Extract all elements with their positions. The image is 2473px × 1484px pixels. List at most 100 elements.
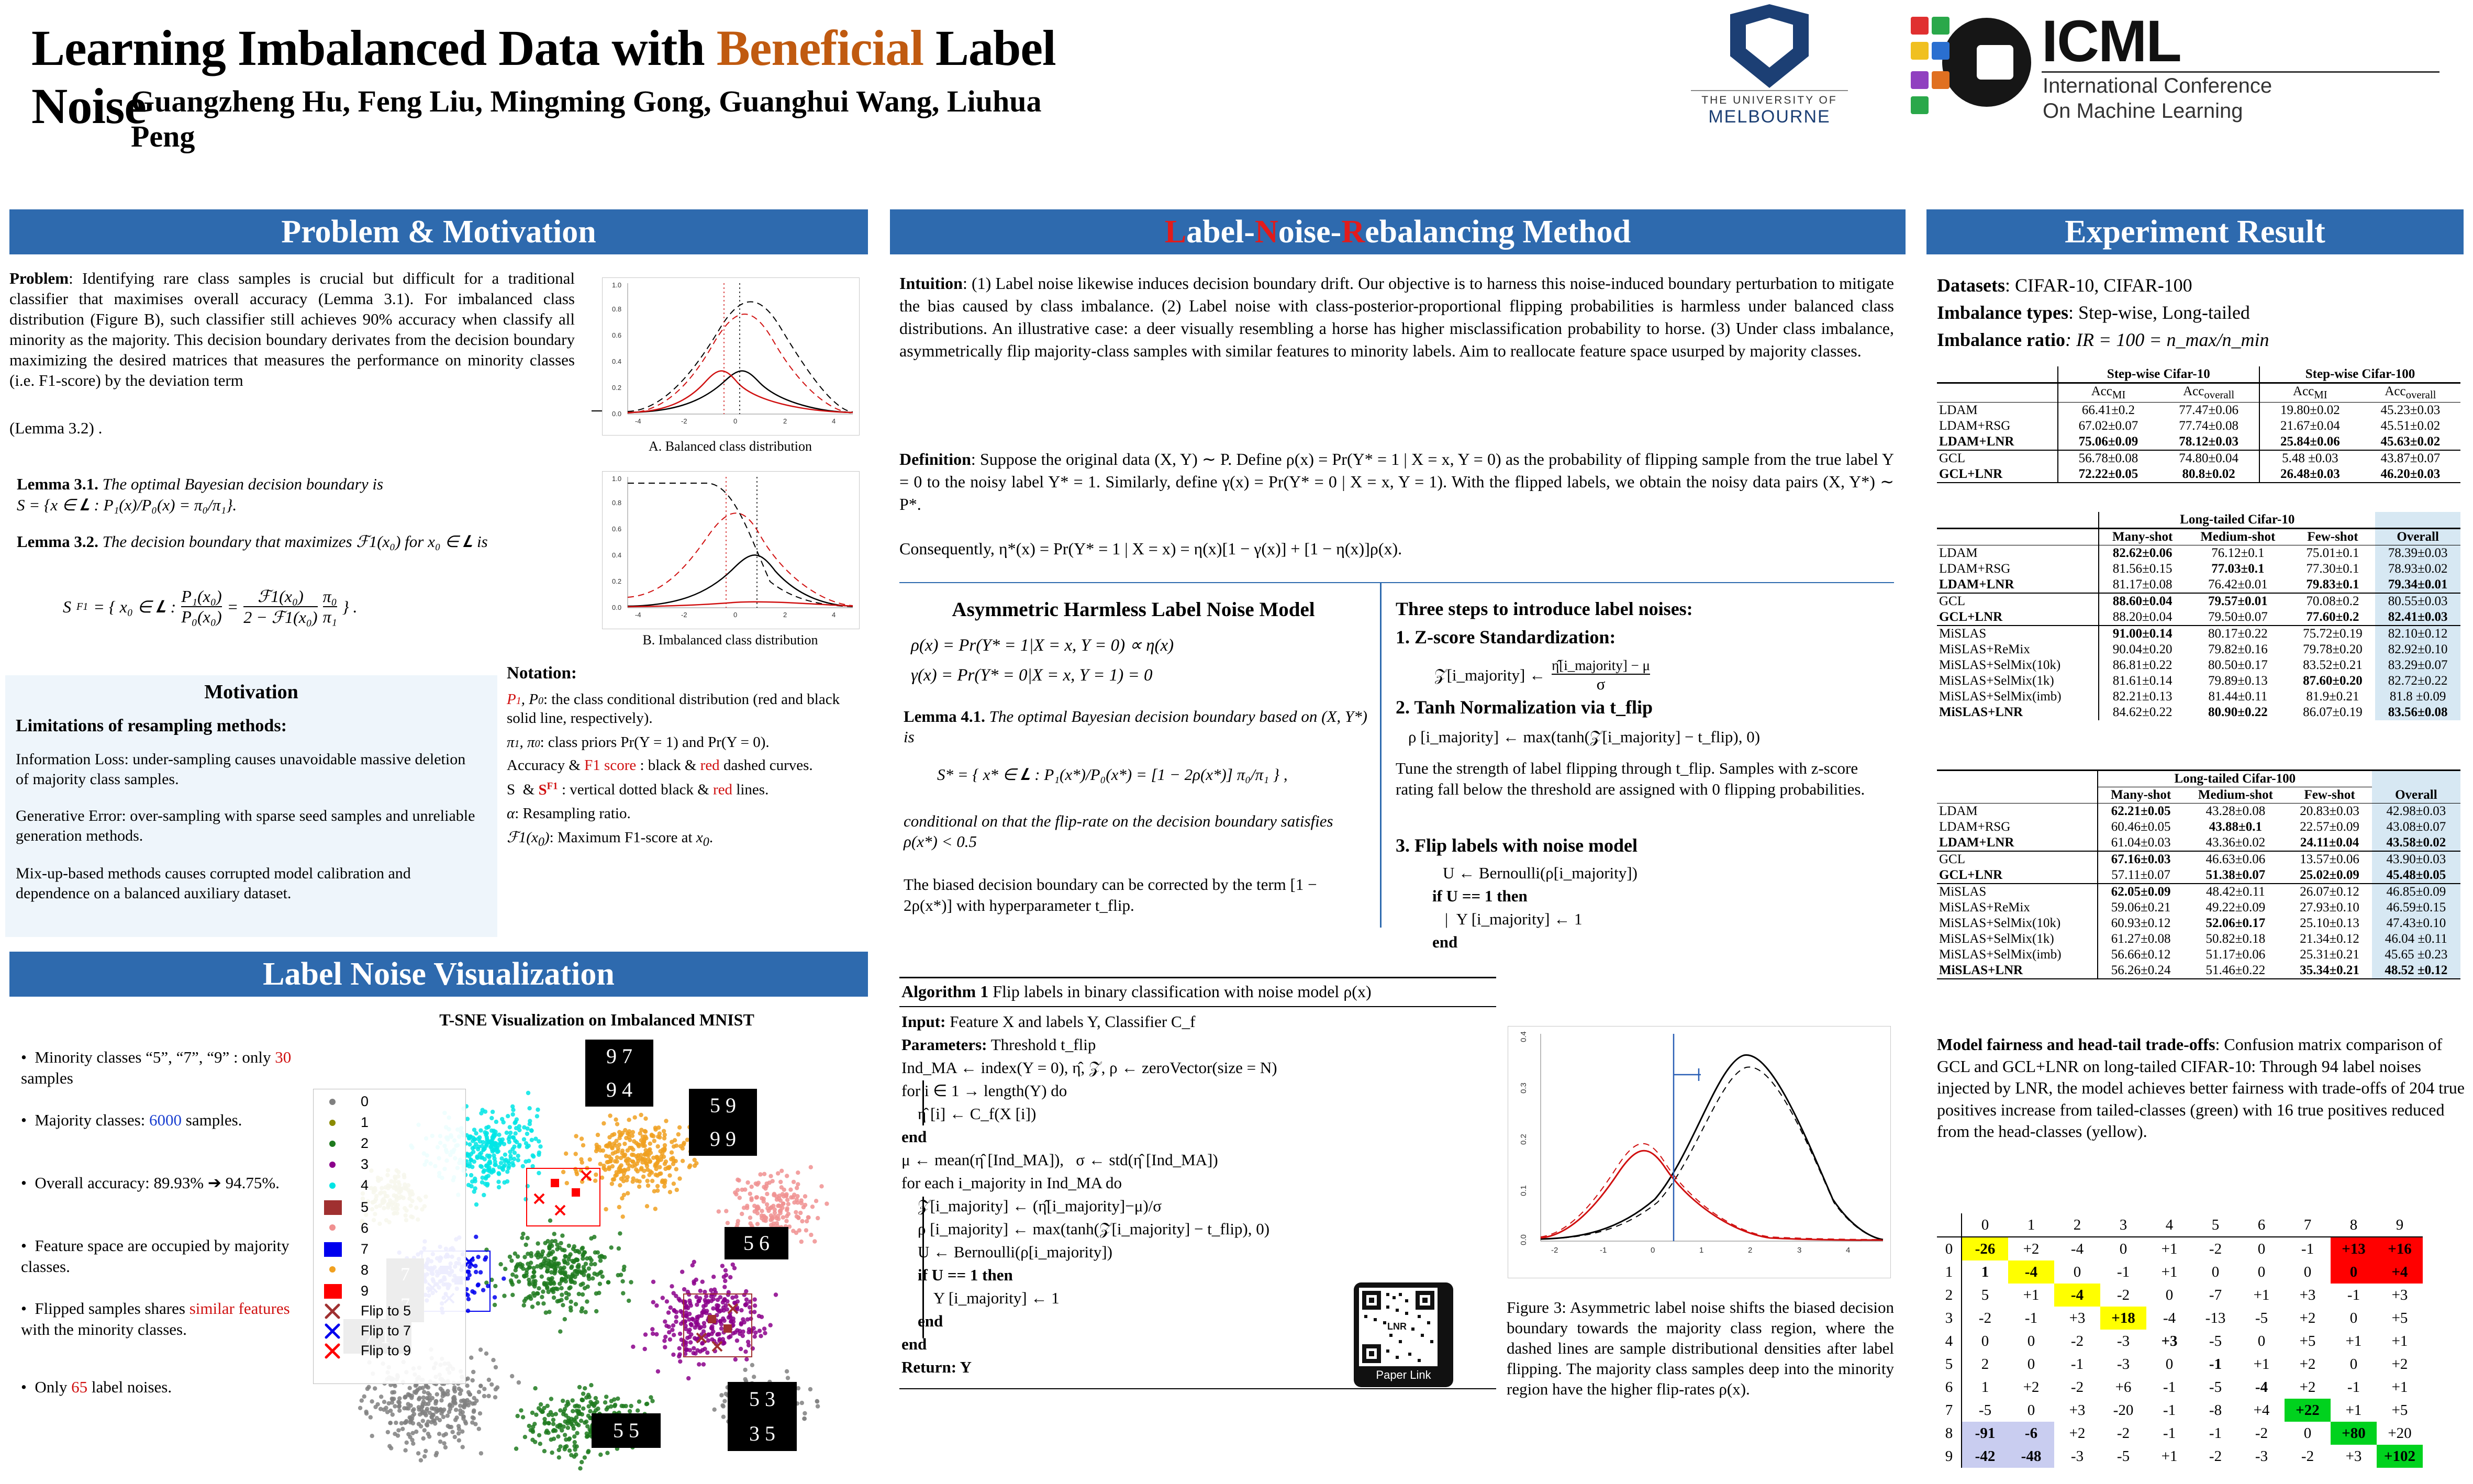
svg-text:0.4: 0.4 [612, 358, 621, 365]
col-many-shot-1: Many-shot [2098, 528, 2186, 545]
qr-code-image: LNR [1359, 1288, 1438, 1366]
confusion-matrix-row: 5 2 0 -1 -3 0 -1 +1 +2 0 +2 [1937, 1353, 2423, 1376]
qr-caption: Paper Link [1376, 1368, 1431, 1381]
tsne-chart-title: T-SNE Visualization on Imbalanced MNIST [439, 1010, 754, 1029]
table-row: GCL 56.78±0.08 74.80±0.04 5.48 ±0.03 43.87±0… [1937, 450, 2460, 466]
boundary-correction-note: The biased decision boundary can be corr… [904, 875, 1317, 915]
table-row: GCL+LNR 57.11±0.07 51.38±0.07 25.02±0.09 45.… [1937, 867, 2460, 884]
eq-mid: = { x₀ ∈ 𝑳 : [93, 597, 176, 616]
group-header-longtailed-cifar100: Long-tailed Cifar-100 [2097, 769, 2372, 787]
intuition-paragraph: Intuition: (1) Label noise likewise indu… [899, 272, 1894, 362]
figure-b-imbalanced-distribution: 0.0 0.2 0.4 0.6 0.8 1.0 -4 -2 0 2 4 [602, 471, 860, 629]
legend-label: 9 [361, 1283, 369, 1299]
algorithm-line-9: U ← Bernoulli(ρ[i_majority]) [901, 1243, 1112, 1261]
problem-label: Problem [9, 269, 69, 287]
paper-link-qr[interactable]: LNR Paper Link [1354, 1282, 1453, 1387]
step-1-lhs: 𝒵[i_majority] ← [1434, 666, 1546, 684]
step-3-line-1: U ← Bernoulli(ρ[i_majority]) [1443, 864, 1637, 882]
svg-text:0.2: 0.2 [612, 384, 621, 392]
notation-item-6: ℱ1(x0): Maximum F1-score at x0. [507, 829, 714, 849]
mnist-thumbnail: 9 7 [585, 1040, 653, 1073]
mnist-thumbnail: 9 9 [689, 1122, 757, 1156]
eq-frac1-num: P₁(x₀) [181, 587, 222, 606]
table-row: MiSLAS+LNR 56.26±0.24 51.46±0.22 35.34±0.21… [1937, 963, 2460, 979]
step-1-title: 1. Z-score Standardization: [1396, 627, 1616, 648]
step-2-equation: ρ [i_majority] ← max(tanh(𝒵[i_majority] … [1408, 728, 1761, 746]
title-part-2: Label Noise [31, 20, 1056, 134]
table-row: MiSLAS+SelMix(1k) 61.27±0.08 50.82±0.18 21.… [1937, 931, 2460, 947]
confusion-matrix: 0 1 2 3 4 5 6 7 8 9 0 -26 +2 -4 0 +1 -2 0 -1 +13 +… [1937, 1213, 2423, 1468]
section-header-visualization: Label Noise Visualization [9, 952, 868, 997]
svg-text:0: 0 [733, 611, 737, 619]
table-row: MiSLAS+ReMix 90.04±0.20 79.82±0.16 79.78±0.… [1937, 642, 2460, 657]
svg-text:0.8: 0.8 [612, 499, 621, 507]
table-row: LDAM+LNR 75.06±0.09 78.12±0.03 25.84±0.06 45… [1937, 434, 2460, 450]
viz-bullet-4: • Feature space are occupied by majority… [21, 1236, 289, 1276]
table-row: LDAM 66.41±0.2 77.47±0.06 19.80±0.02 45.23±0… [1937, 402, 2460, 418]
cm-col-header: 4 [2146, 1213, 2192, 1237]
algorithm-rule-mid [899, 1006, 1496, 1007]
fairness-title: Model fairness and head-tail trade-offs [1937, 1035, 2215, 1054]
table-longtailed-cifar10: Long-tailed Cifar-10 Many-shot Medium-sh… [1937, 512, 2460, 720]
three-steps-title: Three steps to introduce label noises: [1396, 598, 1693, 619]
eq-S-sup: F1 [76, 600, 88, 612]
confusion-matrix-row: 6 1 +2 -2 +6 -1 -5 -4 +2 -1 +1 [1937, 1376, 2423, 1399]
eq-frac2-num: ℱ1(x₀) [257, 587, 304, 606]
svg-text:0.0: 0.0 [1519, 1234, 1528, 1245]
svg-text:0.8: 0.8 [612, 305, 621, 313]
col-overall-1: Overall [2375, 528, 2460, 545]
resampling-limitations-title: Limitations of resampling methods: [16, 716, 287, 735]
legend-label: 4 [361, 1177, 369, 1193]
table-row-sub-header: AccMI Accoverall AccMI Accoverall [1937, 382, 2460, 403]
confusion-matrix-row: 1 1 -4 0 -1 +1 0 0 0 0 +4 [1937, 1260, 2423, 1284]
tsne-legend: 0 1 2 3 4 5 6 7 8 9 Flip to 5 Flip to 7 … [313, 1089, 466, 1384]
table-row: LDAM+RSG 60.46±0.05 43.88±0.1 22.57±0.09 43.… [1937, 819, 2460, 835]
lemma-3-2-text: The decision boundary that maximizes ℱ1(… [102, 532, 488, 551]
legend-label: 3 [361, 1156, 369, 1172]
author-list: Guangzheng Hu, Feng Liu, Mingming Gong, … [131, 84, 1042, 153]
algorithm-line-5: μ ← mean(η̂ [Ind_MA]), σ ← std(η̂ [Ind_M… [901, 1151, 1218, 1169]
limitation-item-2: Generative Error: over-sampling with spa… [16, 807, 475, 845]
poster-header: Learning Imbalanced Data with Beneficial… [0, 0, 2473, 153]
eq-end: } . [342, 597, 358, 616]
table-row-group-header: Step-wise Cifar-10 Step-wise Cifar-100 [1937, 366, 2460, 383]
algorithm-line-3: η̂ [i] ← C_f(X [i]) [901, 1104, 1037, 1123]
limitation-item-1: Information Loss: under-sampling causes … [16, 751, 466, 788]
table-row: MiSLAS+SelMix(1k) 81.61±0.14 79.89±0.13 87.… [1937, 673, 2460, 689]
algorithm-rule-bottom [899, 1388, 1496, 1389]
algorithm-parameters: Parameters: Threshold t_flip [901, 1035, 1096, 1054]
svg-text:0.4: 0.4 [612, 551, 621, 559]
svg-text:4: 4 [832, 417, 836, 425]
logo-divider [1691, 90, 1848, 91]
svg-text:0.6: 0.6 [612, 331, 621, 339]
algorithm-title: Algorithm 1 Flip labels in binary classi… [901, 982, 1372, 1001]
cm-col-header: 0 [1962, 1213, 2008, 1237]
col-overall-2: Overall [2371, 787, 2460, 804]
confusion-matrix-row: 4 0 0 -2 -3 +3 -5 0 +5 +1 +1 [1937, 1330, 2423, 1353]
confusion-matrix-row: 0 -26 +2 -4 0 +1 -2 0 -1 +13 +16 [1937, 1237, 2423, 1260]
lemma-3-2-head: Lemma 3.2. [17, 532, 98, 551]
notation-item-1: P1, P0: the class conditional distributi… [507, 691, 840, 727]
legend-label: 6 [361, 1220, 369, 1236]
algorithm-line-4: end [901, 1128, 927, 1146]
problem-statement-tail: (Lemma 3.2) . [9, 419, 103, 437]
svg-text:1: 1 [1699, 1246, 1703, 1255]
col-few-shot-2: Few-shot [2304, 788, 2355, 802]
table-row: GCL+LNR 88.20±0.04 79.50±0.07 77.60±0.2 82.4… [1937, 609, 2460, 626]
notation-title: Notation: [507, 664, 577, 683]
table-row-sub-header: Many-shot Medium-shot Few-shot Overall [1937, 787, 2460, 804]
lemma-3-2-equation: S F1 = { x₀ ∈ 𝑳 : P₁(x₀) P₀(x₀) = ℱ1(x₀)… [63, 586, 358, 627]
svg-text:1.0: 1.0 [612, 475, 621, 483]
step-3-line-3: | Y [i_majority] ← 1 [1445, 910, 1583, 928]
icml-logo: ICML International Conference On Machine… [1911, 7, 2450, 133]
group-header-stepwise-cifar10: Step-wise Cifar-10 [2057, 366, 2260, 383]
viz-bullet-6: • Only 65 label noises. [21, 1378, 172, 1396]
figure-a-balanced-distribution: 0.0 0.2 0.4 0.6 0.8 1.0 -4 -2 0 2 4 [602, 277, 860, 436]
svg-text:0: 0 [1651, 1246, 1655, 1255]
lemma-3-1-head: Lemma 3.1. [17, 475, 98, 493]
table-row-group-header: Long-tailed Cifar-100 [1937, 769, 2460, 787]
table-row: GCL 88.60±0.04 79.57±0.01 70.08±0.2 80.55±0.… [1937, 593, 2460, 609]
algorithm-line-12: end [918, 1312, 943, 1330]
imbalance-ratio-line: Imbalance ratio: IR = 100 = n_max/n_min [1937, 329, 2269, 350]
